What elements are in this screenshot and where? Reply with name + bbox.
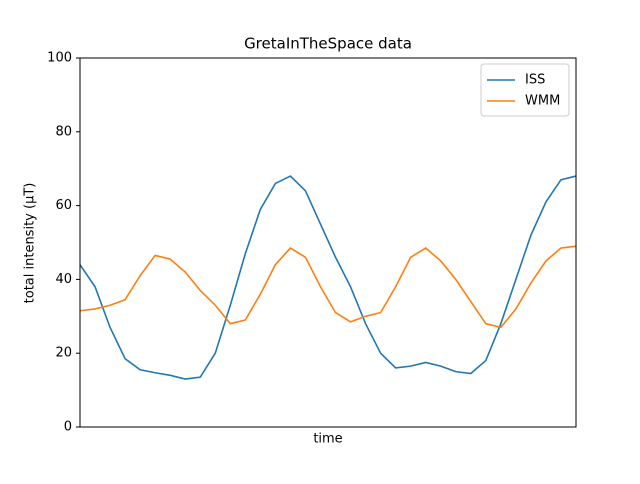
y-tick-label: 20 — [55, 346, 72, 361]
legend-label: ISS — [525, 73, 545, 88]
y-tick-label: 40 — [55, 272, 72, 287]
y-tick-label: 0 — [64, 420, 72, 435]
y-tick-label: 60 — [55, 198, 72, 213]
y-axis-label: total intensity (μT) — [23, 183, 38, 304]
y-tick-label: 100 — [47, 51, 72, 66]
legend-box — [480, 63, 570, 117]
y-tick-label: 80 — [55, 124, 72, 139]
line-series — [79, 175, 577, 380]
plot-frame — [79, 57, 577, 428]
x-axis-label: time — [313, 432, 342, 447]
line-series — [79, 245, 577, 329]
chart-title: GretaInTheSpace data — [244, 35, 412, 53]
legend-label: WMM — [525, 94, 560, 109]
